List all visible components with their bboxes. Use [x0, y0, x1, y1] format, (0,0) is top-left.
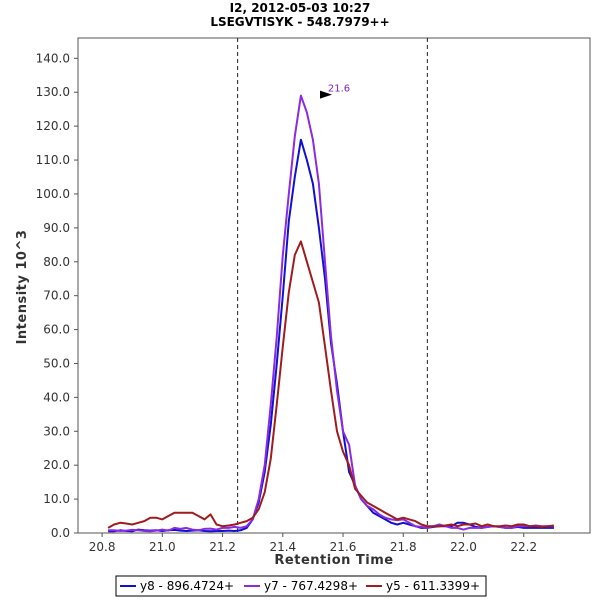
plot-area	[77, 37, 591, 534]
series-line-2	[108, 94, 554, 533]
y-tick-label: 0.0	[51, 526, 70, 540]
axis-ticks: 0.0 10.0 20.0 30.0 40.0 50.0 60.0 70.0 80.0 90.0 1…	[36, 51, 537, 554]
x-tick-label: 21.8	[390, 540, 417, 554]
legend: y8 - 896.4724+ y7 - 767.4298+ y5 - 611.339…	[115, 575, 487, 597]
legend-entry: y7 - 767.4298+	[264, 579, 358, 593]
peak-annotation-label: 21.6	[328, 84, 350, 95]
x-axis-label: Retention Time	[274, 553, 393, 568]
y-tick-label: 70.0	[43, 289, 70, 303]
y-axis-label: Intensity 10^3	[15, 230, 30, 345]
legend-entry: y8 - 896.4724+	[140, 579, 234, 593]
x-tick-label: 21.6	[330, 540, 357, 554]
legend-box	[115, 575, 487, 597]
legend-entry: y5 - 611.3399+	[386, 579, 480, 593]
chart-subtitle: LSEGVTISYK - 548.7979++	[210, 15, 389, 29]
y-tick-label: 20.0	[43, 458, 70, 472]
y-tick-label: 60.0	[43, 323, 70, 337]
peak-marker-icon	[320, 90, 332, 99]
y-tick-label: 50.0	[43, 356, 70, 370]
series-line-3	[107, 240, 555, 529]
y-tick-label: 130.0	[36, 85, 70, 99]
x-tick-label: 21.2	[209, 540, 236, 554]
y-tick-label: 80.0	[43, 255, 70, 269]
y-tick-label: 120.0	[36, 119, 70, 133]
y-tick-label: 30.0	[43, 424, 70, 438]
x-tick-label: 22.0	[450, 540, 477, 554]
y-tick-label: 100.0	[36, 187, 70, 201]
series-lines: 21.6	[107, 84, 555, 533]
x-tick-label: 21.4	[269, 540, 296, 554]
y-tick-label: 90.0	[43, 221, 70, 235]
y-tick-label: 110.0	[36, 153, 70, 167]
chart-title: I2, 2012-05-03 10:27	[230, 1, 371, 15]
x-tick-label: 21.0	[149, 540, 176, 554]
x-tick-label: 22.2	[510, 540, 537, 554]
y-tick-label: 140.0	[36, 51, 70, 65]
plot-frame	[77, 37, 591, 534]
y-tick-label: 10.0	[43, 492, 70, 506]
x-tick-label: 20.8	[89, 540, 116, 554]
y-tick-label: 40.0	[43, 390, 70, 404]
